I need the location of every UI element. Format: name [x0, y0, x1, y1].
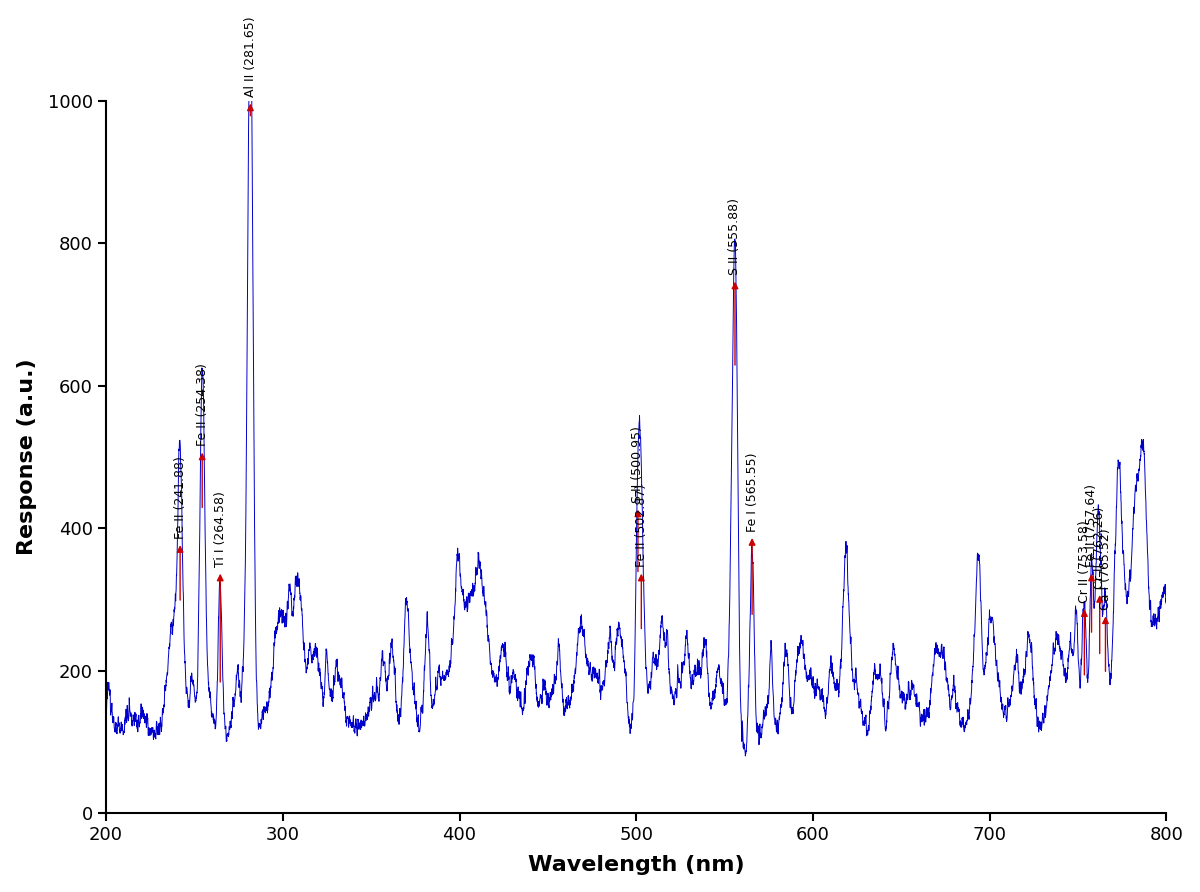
- Text: Fe II (502.87): Fe II (502.87): [635, 484, 648, 567]
- Text: Al II (281.65): Al II (281.65): [244, 17, 257, 97]
- Text: Fe I (565.55): Fe I (565.55): [745, 452, 758, 532]
- Text: Ca I (765.52): Ca I (765.52): [1099, 528, 1112, 610]
- Text: Cr II (753.58): Cr II (753.58): [1078, 520, 1091, 603]
- Text: Fe II (254.38): Fe II (254.38): [196, 363, 209, 446]
- Text: Fe II (757.64): Fe II (757.64): [1085, 484, 1098, 567]
- Text: Cr II (762.26): Cr II (762.26): [1093, 507, 1106, 589]
- X-axis label: Wavelength (nm): Wavelength (nm): [528, 855, 744, 875]
- Text: Fe II (241.88): Fe II (241.88): [174, 456, 187, 539]
- Text: Ti I (264.58): Ti I (264.58): [214, 491, 227, 567]
- Text: S II (500.95): S II (500.95): [631, 426, 644, 503]
- Y-axis label: Response (a.u.): Response (a.u.): [17, 359, 37, 555]
- Text: S II (555.88): S II (555.88): [728, 198, 742, 276]
